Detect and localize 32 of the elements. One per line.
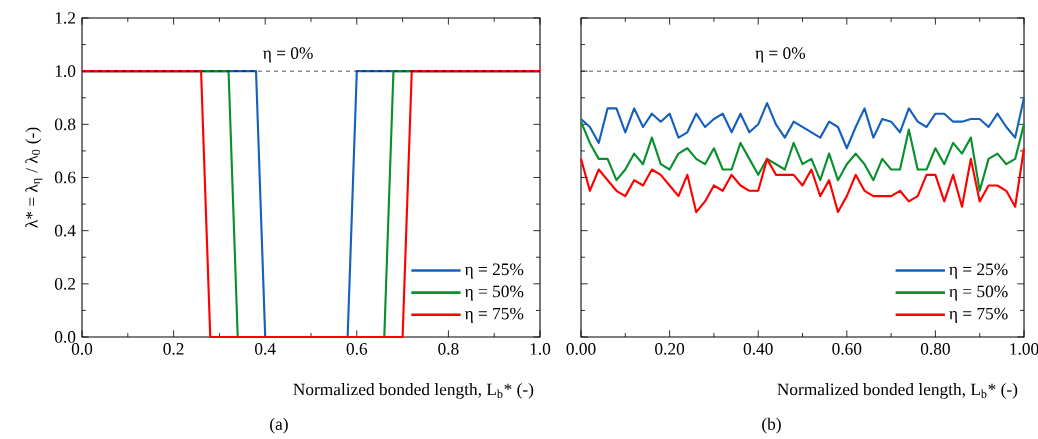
x-tick-label: 0.6	[346, 343, 368, 355]
y-tick-label: 0.4	[54, 224, 76, 237]
x-tick-label: 0.4	[255, 343, 276, 355]
text: (b)	[762, 417, 781, 434]
x-tick-label: 0.0	[71, 343, 93, 355]
x-tick-label: 0.00	[566, 343, 596, 355]
y-tick-label: 0.6	[54, 171, 76, 184]
x-tick-label: 0.20	[655, 343, 685, 355]
x-tick-label: 0.40	[743, 343, 773, 355]
legend-label: η = 50%	[464, 285, 524, 301]
x-axis-title: Normalized bonded length, L$_{b}$* (-)	[777, 383, 1018, 399]
x-axis-title: Normalized bonded length, L$_{b}$* (-)	[293, 383, 534, 399]
legend-label: η = 25%	[464, 263, 524, 279]
legend-label: η = 25%	[949, 263, 1008, 279]
annotation: η = 0%	[755, 47, 806, 63]
legend-label: η = 75%	[464, 307, 524, 323]
x-tick-label: 0.60	[832, 343, 862, 355]
y-tick-label: 0.8	[54, 118, 76, 131]
y-axis-title: λ* = λ$_{η}$ / λ$_{0}$ (-)	[25, 127, 43, 228]
legend-label: η = 50%	[949, 285, 1008, 301]
y-tick-label: 1.0	[55, 65, 76, 78]
legend-label: η = 75%	[949, 307, 1008, 323]
y-tick-label: 1.2	[55, 12, 76, 24]
annotation: η = 0%	[263, 47, 313, 63]
text: (a)	[270, 417, 288, 434]
y-tick-label: 0.2	[54, 277, 76, 290]
x-tick-label: 0.8	[438, 343, 459, 355]
y-tick-label: 0.0	[54, 331, 76, 343]
x-tick-label: 1.0	[530, 343, 551, 355]
x-tick-label: 1.00	[1010, 343, 1038, 355]
x-tick-label: 0.2	[163, 343, 184, 355]
x-tick-label: 0.80	[920, 343, 950, 355]
